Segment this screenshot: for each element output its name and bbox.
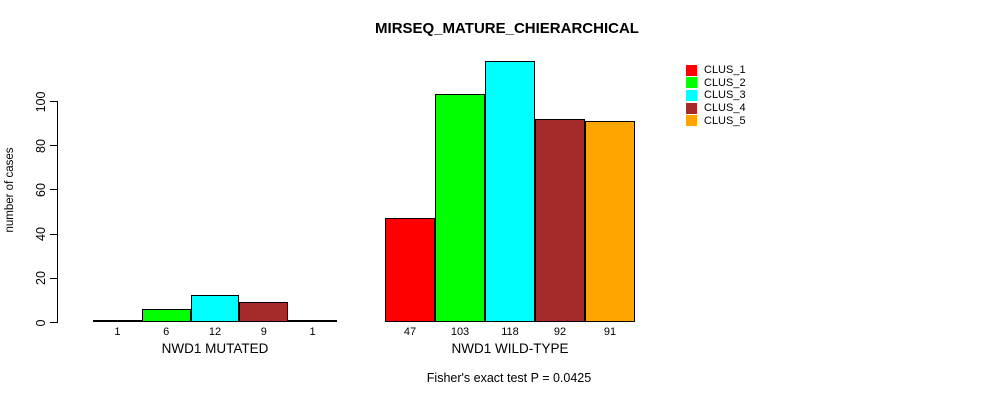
legend-swatch xyxy=(686,77,697,89)
bar-value-label: 1 xyxy=(114,326,121,338)
legend-swatch xyxy=(686,89,697,101)
legend-item: CLUS_4 xyxy=(686,102,746,115)
y-axis-label: number of cases xyxy=(4,147,16,233)
bar-value-label: 12 xyxy=(208,326,222,338)
bar-value-label: 103 xyxy=(450,326,470,338)
group-label: NWD1 MUTATED xyxy=(161,341,269,356)
y-tick xyxy=(50,101,57,102)
legend-item: CLUS_5 xyxy=(686,114,746,127)
y-tick xyxy=(50,145,57,147)
bar xyxy=(585,120,635,322)
y-tick-label: 0 xyxy=(34,319,48,326)
annotation-text: Fisher's exact test P = 0.0425 xyxy=(426,371,592,385)
bar xyxy=(288,319,337,322)
legend-swatch xyxy=(686,115,697,127)
bar-value-label: 9 xyxy=(260,326,267,338)
y-tick-label: 20 xyxy=(34,271,48,286)
bar xyxy=(93,319,142,322)
bar xyxy=(190,295,240,322)
bar xyxy=(485,61,535,322)
bar-value-label: 6 xyxy=(163,326,170,338)
y-tick-label: 40 xyxy=(34,227,48,242)
legend-item: CLUS_1 xyxy=(686,64,746,77)
bar xyxy=(535,118,585,322)
legend-label: CLUS_4 xyxy=(704,102,746,115)
bar-value-label: 92 xyxy=(553,326,567,338)
legend-label: CLUS_1 xyxy=(704,64,746,77)
y-tick xyxy=(50,233,57,235)
y-tick xyxy=(50,322,57,323)
bar xyxy=(141,308,191,322)
legend-label: CLUS_3 xyxy=(704,89,746,102)
y-tick xyxy=(50,189,57,191)
bar xyxy=(239,302,289,322)
legend-swatch xyxy=(686,102,697,114)
group-label: NWD1 WILD-TYPE xyxy=(451,341,569,356)
bar-value-label: 1 xyxy=(309,326,316,338)
legend-item: CLUS_2 xyxy=(686,77,746,90)
legend-swatch xyxy=(686,64,697,76)
legend-label: CLUS_2 xyxy=(704,76,746,89)
y-tick xyxy=(50,277,57,279)
y-tick-label: 100 xyxy=(34,91,48,112)
bar-value-label: 118 xyxy=(501,326,519,338)
legend-item: CLUS_3 xyxy=(686,89,746,102)
y-axis-line xyxy=(57,101,58,323)
y-tick-label: 60 xyxy=(34,182,48,197)
bar-value-label: 47 xyxy=(403,326,417,338)
legend-label: CLUS_5 xyxy=(704,114,746,127)
bar xyxy=(435,94,485,322)
bar-value-label: 91 xyxy=(603,326,617,338)
legend: CLUS_1 CLUS_2 CLUS_3 CLUS_4 CLUS_5 xyxy=(686,64,746,127)
bar xyxy=(385,218,435,322)
y-tick-label: 80 xyxy=(34,138,48,153)
chart-title: MIRSEQ_MATURE_CHIERARCHICAL xyxy=(375,20,639,37)
